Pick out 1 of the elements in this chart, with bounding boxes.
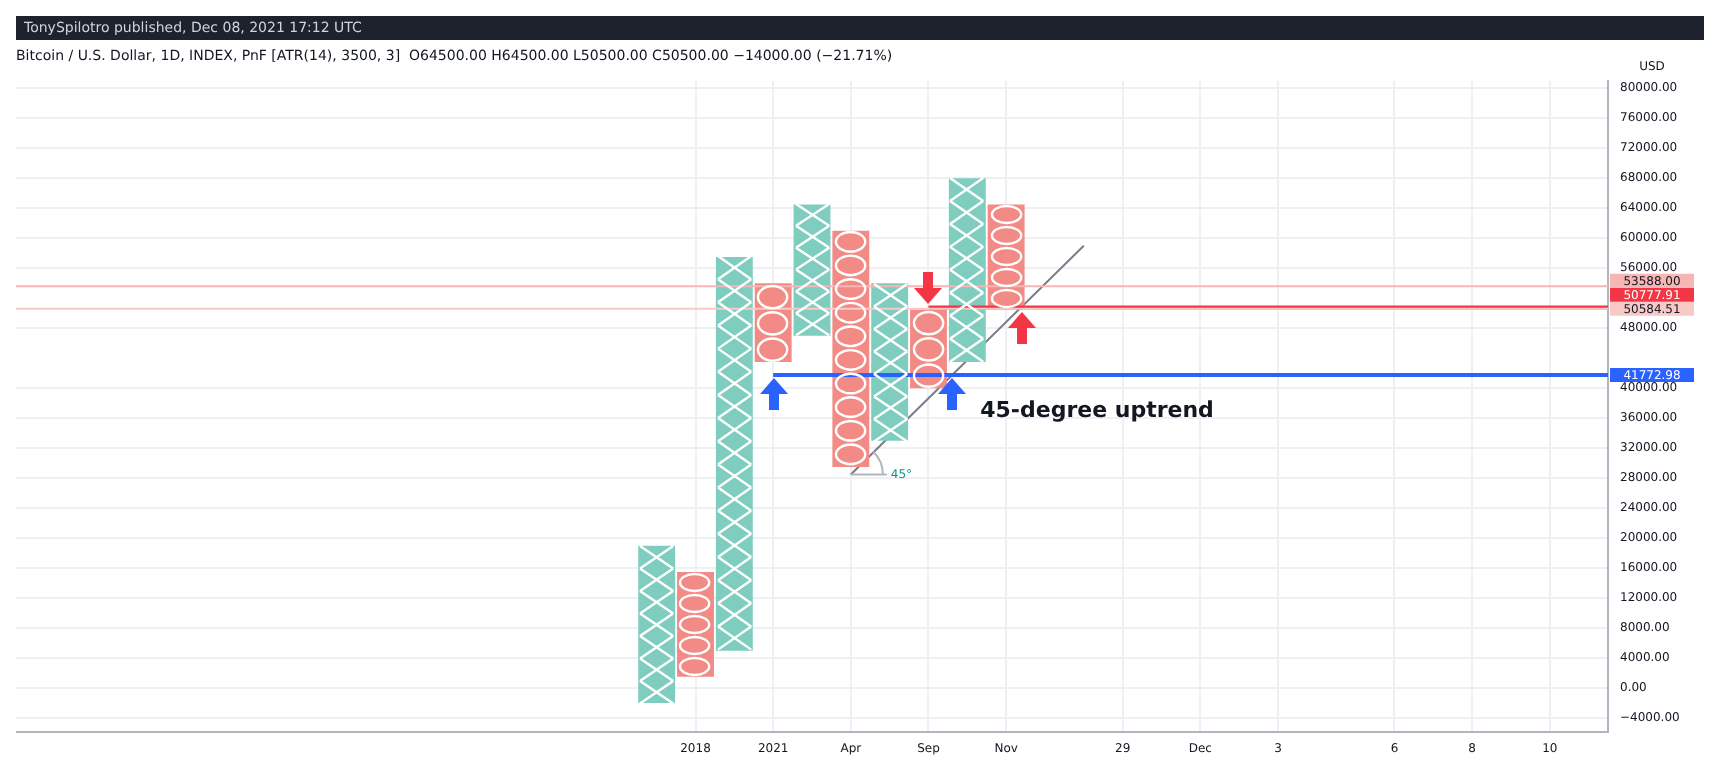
annotation: 45-degree uptrend xyxy=(980,396,1214,423)
